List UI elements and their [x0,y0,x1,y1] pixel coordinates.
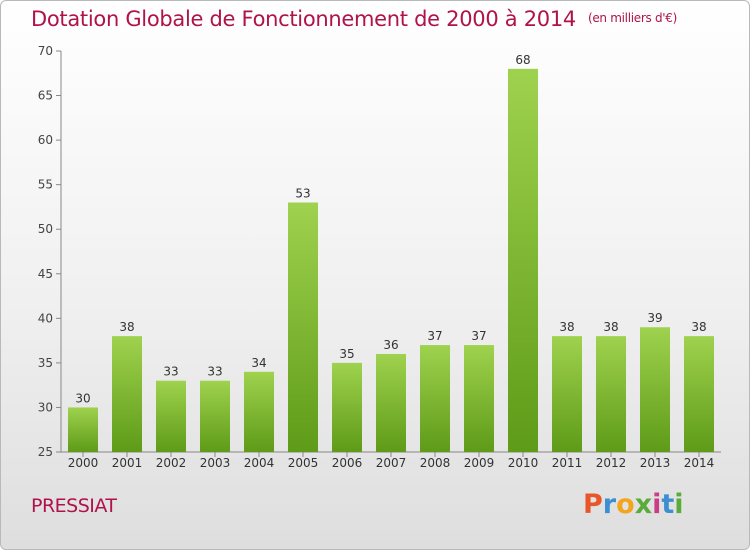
x-tick-label: 2013 [640,456,671,470]
bar [332,362,362,452]
bar [508,68,538,453]
bar [244,371,274,452]
bar-value-label: 36 [383,338,398,352]
y-tick-label: 60 [38,133,53,147]
y-tick-label: 70 [38,44,53,58]
bar-value-label: 38 [691,320,706,334]
chart-title: Dotation Globale de Fonctionnement de 20… [31,7,677,31]
bar [200,380,230,452]
bar [552,336,582,452]
bar-value-label: 37 [471,329,486,343]
bar-value-label: 33 [207,365,222,379]
town-name: PRESSIAT [31,495,117,517]
x-tick-label: 2004 [244,456,275,470]
y-tick-label: 55 [38,178,53,192]
bar [596,336,626,452]
x-tick-label: 2008 [420,456,451,470]
axes: 25 30 35 40 45 50 55 60 65 70 2000 2001 2002 2003 2004… [38,44,721,470]
bar-value-label: 38 [603,320,618,334]
bar [464,345,494,452]
chart-title-text: Dotation Globale de Fonctionnement de 20… [31,7,576,31]
logo-letter: P [583,489,603,520]
bar [68,407,98,452]
logo-letter: r [602,489,617,520]
x-tick-label: 2009 [464,456,495,470]
logo-letter: i [652,489,662,520]
bar-value-label: 37 [427,329,442,343]
bar-value-label: 53 [295,186,310,200]
x-tick-label: 2002 [156,456,187,470]
bar [376,353,406,452]
x-tick-label: 2000 [68,456,99,470]
y-tick-label: 30 [38,400,53,414]
x-tick-label: 2003 [200,456,231,470]
x-tick-label: 2006 [332,456,363,470]
logo-letter: t [661,489,675,520]
x-tick-label: 2007 [376,456,407,470]
x-tick-label: 2014 [684,456,715,470]
bar-value-label: 30 [75,391,90,405]
y-tick-label: 45 [38,267,53,281]
y-tick-label: 50 [38,222,53,236]
y-tick-label: 35 [38,356,53,370]
logo-letter: o [616,489,635,520]
chart-unit: (en milliers d'€) [587,11,677,25]
bar [288,202,318,452]
bar-value-label: 38 [119,320,134,334]
bar [640,327,670,452]
bar-value-label: 39 [647,311,662,325]
logo-letter: i [674,489,684,520]
bar-value-label: 33 [163,365,178,379]
x-tick-label: 2010 [508,456,539,470]
x-tick-label: 2001 [112,456,143,470]
bar [684,336,714,452]
bar [420,345,450,452]
bar [156,380,186,452]
bar-value-label: 35 [339,347,354,361]
y-tick-label: 40 [38,311,53,325]
logo-letter: x [634,489,653,520]
x-tick-label: 2011 [552,456,583,470]
proxiti-logo: Proxiti [583,489,684,520]
x-tick-label: 2012 [596,456,627,470]
y-tick-label: 65 [38,89,53,103]
bar-value-label: 68 [515,53,530,67]
bars: 30 38 33 33 34 53 35 36 37 37 68 38 38 39 38 [68,53,714,453]
bar [112,336,142,452]
bar-value-label: 34 [251,356,266,370]
bar-value-label: 38 [559,320,574,334]
x-tick-label: 2005 [288,456,319,470]
y-tick-label: 25 [38,445,53,459]
